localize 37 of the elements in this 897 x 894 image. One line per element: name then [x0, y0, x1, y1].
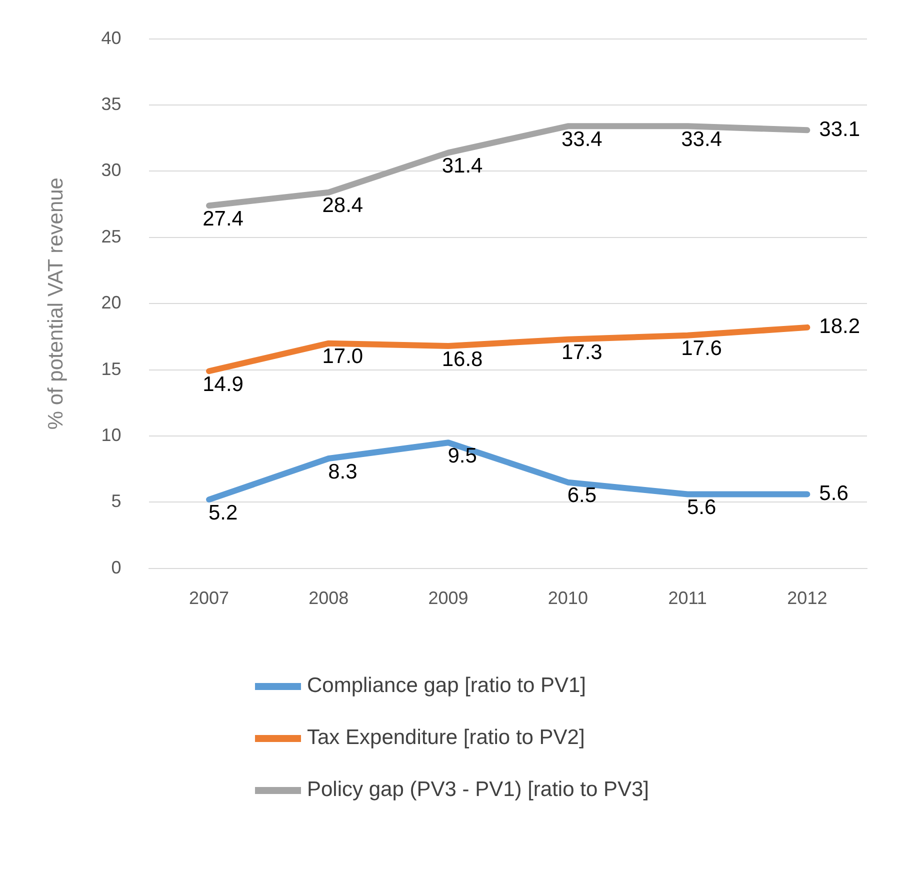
y-tick-label: 5	[111, 491, 122, 512]
data-label: 17.6	[681, 337, 722, 360]
data-label: 5.2	[208, 501, 238, 524]
y-tick-label: 40	[101, 28, 122, 48]
legend-label: Tax Expenditure [ratio to PV2]	[307, 726, 585, 750]
data-label: 9.5	[448, 444, 477, 468]
data-label: 14.9	[202, 372, 244, 396]
data-label: 6.5	[567, 484, 597, 508]
y-axis-title: % of potential VAT revenue	[44, 178, 68, 430]
y-tick-label: 0	[111, 557, 122, 578]
data-label: 17.3	[561, 341, 602, 364]
data-label: 33.4	[561, 128, 603, 151]
data-label: 5.6	[819, 482, 848, 506]
data-label: 27.4	[202, 207, 244, 230]
data-label: 28.4	[322, 194, 364, 218]
y-tick-label: 20	[101, 292, 122, 313]
x-tick-label: 2008	[308, 588, 349, 608]
y-tick-label: 35	[101, 94, 122, 114]
data-label: 8.3	[328, 460, 358, 484]
data-label: 33.1	[819, 118, 860, 141]
x-tick-label: 2011	[668, 588, 707, 608]
data-label: 17.0	[322, 345, 364, 368]
data-label: 33.4	[681, 128, 722, 151]
data-label: 5.6	[686, 496, 716, 520]
data-label: 16.8	[442, 348, 483, 371]
x-tick-label: 2010	[548, 588, 588, 608]
x-tick-label: 2007	[189, 588, 230, 608]
data-label: 18.2	[819, 315, 860, 338]
y-tick-label: 25	[101, 226, 122, 246]
x-tick-label: 2009	[428, 588, 468, 608]
y-tick-label: 10	[101, 424, 122, 445]
x-tick-label: 2012	[787, 588, 828, 608]
y-tick-label: 30	[101, 160, 122, 180]
data-label: 31.4	[442, 154, 484, 178]
legend-label: Policy gap (PV3 - PV1) [ratio to PV3]	[307, 778, 649, 802]
y-tick-label: 15	[101, 358, 122, 379]
legend-label: Compliance gap [ratio to PV1]	[307, 674, 586, 698]
